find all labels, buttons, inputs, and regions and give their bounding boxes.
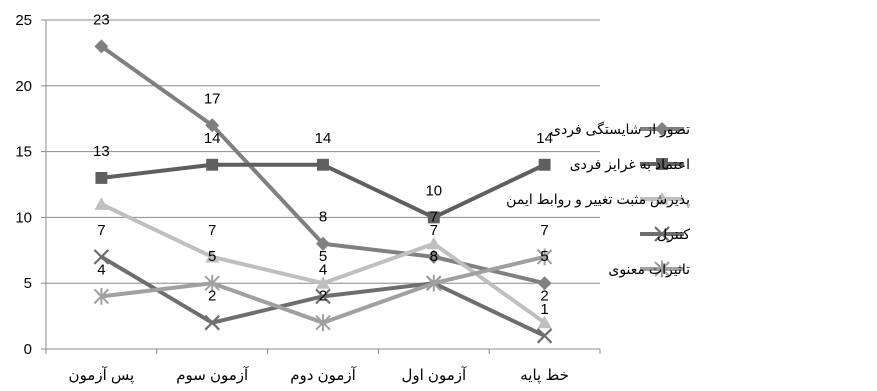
x-marker (93, 249, 110, 265)
data-label: 2 (319, 288, 327, 305)
x-marker (654, 226, 670, 242)
series-lines (93, 39, 553, 344)
triangle-marker (94, 197, 109, 210)
data-label: 13 (93, 143, 110, 160)
data-label: 4 (97, 261, 105, 278)
legend-entry: اعتماد به غرایز فردی (570, 156, 690, 173)
data-label: 1 (540, 301, 548, 318)
legend: تصور از شایستگی فردی اعتماد به غرایز فردی… (506, 121, 690, 278)
triangle-marker (205, 249, 220, 263)
star-marker (204, 274, 220, 292)
square-marker (538, 158, 551, 171)
x-marker-stroke (204, 314, 220, 331)
y-tick-label: 5 (24, 275, 32, 292)
data-label: 14 (536, 130, 553, 147)
data-label: 17 (204, 90, 221, 107)
y-tick-label: 10 (15, 209, 32, 226)
triangle-marker (537, 315, 552, 329)
legend-label: پذیرش مثبت تغییر و روابط ایمن (506, 191, 690, 208)
data-label: 14 (204, 130, 221, 147)
square-marker (95, 171, 108, 184)
data-label: 8 (430, 248, 438, 265)
diamond-marker (316, 236, 330, 251)
data-label: 7 (540, 222, 548, 239)
star-marker (536, 248, 553, 266)
diamond-marker (205, 118, 220, 133)
diamond-marker (94, 39, 109, 54)
x-marker-stroke (93, 249, 110, 265)
triangle-marker (316, 276, 330, 289)
x-marker (204, 314, 220, 331)
x-marker-stroke (536, 328, 553, 344)
x-tick-label: آزمون سوم (176, 366, 249, 384)
square-marker (656, 158, 668, 170)
data-label: 23 (93, 11, 110, 28)
legend-entry: تصور از شایستگی فردی (550, 121, 690, 138)
y-tick-label: 15 (15, 144, 32, 161)
triangle-marker (655, 192, 669, 205)
y-tick-label: 0 (24, 341, 32, 358)
data-label: 4 (319, 261, 327, 278)
legend-entry: کنترل (640, 226, 690, 243)
square-marker (427, 211, 440, 224)
y-tick-label: 25 (15, 12, 32, 29)
grid-lines (46, 19, 600, 284)
square-marker (317, 158, 329, 171)
x-marker (536, 328, 553, 344)
square-marker (206, 158, 219, 171)
data-label: 10 (425, 182, 442, 199)
star-marker (426, 274, 442, 292)
data-label: 2 (208, 288, 216, 305)
x-marker (315, 288, 331, 305)
legend-label: تصور از شایستگی فردی (550, 121, 690, 138)
data-label: 7 (208, 222, 216, 239)
y-tick-label: 20 (15, 78, 32, 95)
star-marker (654, 260, 670, 278)
legend-entry: پذیرش مثبت تغییر و روابط ایمن (506, 191, 690, 208)
data-label: 5 (540, 248, 548, 265)
data-label: 8 (319, 209, 327, 226)
star-marker (93, 287, 110, 305)
data-label: 7 (430, 222, 438, 239)
x-tick-label: خط پایه (520, 367, 569, 385)
data-label: 5 (208, 248, 216, 265)
x-tick-label: پس آزمون (69, 366, 135, 385)
data-label: 14 (315, 130, 332, 147)
triangle-marker (426, 236, 441, 250)
legend-label: کنترل (657, 226, 690, 243)
x-marker-stroke (315, 288, 331, 305)
legend-label: اعتماد به غرایز فردی (570, 156, 690, 173)
data-label: 7 (430, 209, 438, 226)
data-label: 2 (540, 288, 548, 305)
data-label: 7 (97, 222, 105, 239)
legend-label: تاثیرات معنوی (608, 261, 690, 278)
x-marker-stroke (654, 226, 670, 242)
x-tick-label: آزمون اول (401, 366, 467, 384)
x-tick-label: آزمون دوم (290, 366, 356, 384)
star-marker (315, 314, 331, 332)
legend-entry: تاثیرات معنوی (608, 260, 690, 278)
data-label: 5 (319, 248, 327, 265)
diamond-marker (537, 276, 552, 291)
diamond-marker (426, 249, 441, 264)
diamond-marker (655, 122, 669, 136)
